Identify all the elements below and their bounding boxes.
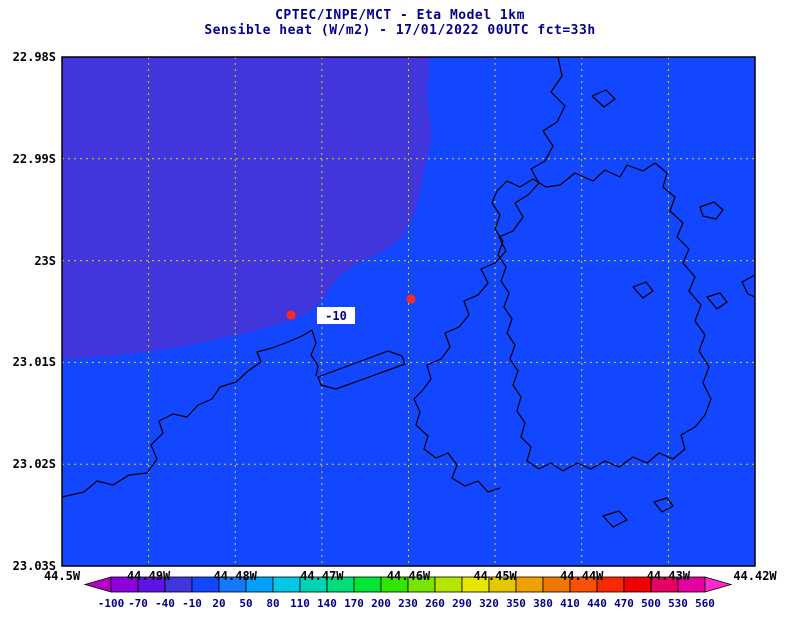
chart-title: CPTEC/INPE/MCT - Eta Model 1km Sensible …	[0, 8, 800, 38]
lat-tick-label: 22.98S	[12, 50, 56, 64]
lat-tick-label: 23.03S	[12, 559, 56, 573]
colorbar-tick-label: -40	[155, 597, 175, 610]
lat-tick-label: 23S	[34, 253, 56, 268]
colorbar-tick-label: 50	[239, 597, 253, 610]
colorbar-segment	[434, 576, 463, 593]
contour-label-box	[317, 307, 355, 324]
colorbar-tick-label: -100	[97, 597, 125, 610]
lon-tick-label: 44.47W	[300, 569, 344, 583]
lon-tick-label: 44.42W	[733, 569, 777, 583]
colorbar	[83, 576, 733, 593]
station-marker	[406, 294, 416, 304]
islet	[653, 497, 674, 513]
colorbar-tick-label: 170	[344, 597, 364, 610]
islet	[706, 292, 728, 310]
lon-tick-label: 44.5W	[43, 569, 81, 583]
islet	[699, 201, 724, 220]
lon-tick-label: 44.48W	[213, 569, 257, 583]
coastline-contours	[61, 56, 756, 528]
islet	[591, 89, 616, 108]
station-marker	[286, 310, 296, 320]
lat-tick-label: 23.01S	[12, 355, 56, 370]
colorbar-tick-label: 110	[290, 597, 310, 610]
islet	[741, 274, 756, 298]
contour-label: -10	[317, 307, 355, 324]
colorbar-tick-label: 20	[212, 597, 226, 610]
colorbar-tick-label: -70	[128, 597, 148, 610]
colorbar-tick-label: 80	[266, 597, 280, 610]
colorbar-tick-label: 530	[668, 597, 688, 610]
colorbar-tick-label: 470	[614, 597, 634, 610]
islet	[602, 510, 628, 528]
lon-tick-label: 44.49W	[126, 569, 171, 583]
colorbar-tick-label: 440	[587, 597, 607, 610]
lon-tick-label: 44.44W	[560, 569, 604, 583]
colorbar-tick-label: 560	[695, 597, 715, 610]
colorbar-tick-label: 260	[425, 597, 445, 610]
colorbar-tick-label: 140	[317, 597, 337, 610]
colorbar-tick-label: 350	[506, 597, 526, 610]
coastline-peninsula	[317, 350, 406, 390]
colorbar-segment	[353, 576, 382, 593]
lon-tick-label: 44.46W	[386, 569, 431, 583]
colorbar-tick-label: -10	[182, 597, 202, 610]
lat-tick-label: 23.02S	[12, 457, 56, 472]
colorbar-arrow-right	[704, 576, 733, 593]
colorbar-tick-label: 500	[641, 597, 661, 610]
title-line-2: Sensible heat (W/m2) - 17/01/2022 00UTC …	[204, 23, 596, 38]
contour-label-text: -10	[325, 309, 347, 323]
colorbar-tick-label: 200	[371, 597, 391, 610]
plot-border	[61, 56, 756, 567]
lon-tick-label: 44.45W	[473, 569, 517, 583]
title-line-1: CPTEC/INPE/MCT - Eta Model 1km	[275, 8, 525, 23]
coastline-island-main	[491, 162, 712, 472]
colorbar-tick-label: 230	[398, 597, 418, 610]
lat-tick-label: 22.99S	[12, 151, 56, 166]
coastline-mainland-west	[61, 329, 319, 498]
field-region-low	[62, 57, 432, 360]
colorbar-tick-label: 290	[452, 597, 472, 610]
coastline-mainland-east	[413, 56, 566, 493]
islet	[632, 281, 654, 299]
gridlines	[62, 57, 755, 566]
colorbar-tick-label: 380	[533, 597, 553, 610]
colorbar-tick-label: 410	[560, 597, 580, 610]
lon-tick-label: 44.43W	[646, 569, 691, 583]
colorbar-tick-label: 320	[479, 597, 499, 610]
